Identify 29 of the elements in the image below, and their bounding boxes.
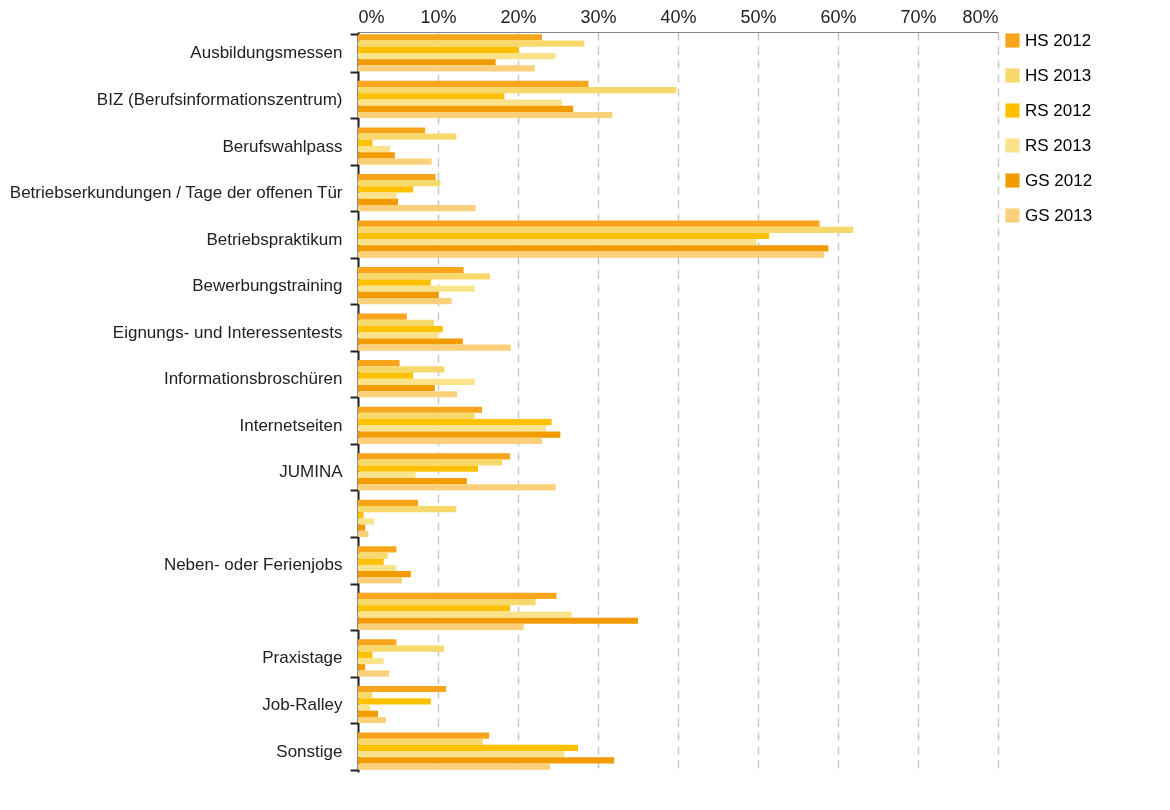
y-tick-label: Job-Ralley: [262, 695, 343, 715]
legend-label: RS 2013: [1025, 135, 1092, 155]
x-tick-label: 0%: [358, 6, 385, 27]
y-tick-label: Betriebserkundungen / Tage der offenen Tür: [9, 183, 343, 203]
x-tick-label: 20%: [500, 6, 537, 27]
y-tick-label: Berufswahlpass: [222, 136, 343, 156]
y-tick-label: JUMINA: [279, 462, 344, 482]
y-tick-label: Bewerbungstraining: [192, 276, 343, 296]
x-tick-label: 10%: [420, 6, 457, 27]
x-tick-label: 60%: [820, 6, 857, 27]
legend-label: HS 2012: [1025, 30, 1092, 50]
x-tick-label: 80%: [962, 6, 999, 27]
y-tick-label: Praxistage: [262, 648, 343, 668]
y-tick-label: Eignungs- und Interessentests: [112, 322, 343, 342]
x-tick-label: 30%: [580, 6, 617, 27]
y-tick-label: BIZ (Berufsinformationszentrum): [96, 89, 343, 109]
x-tick-label: 70%: [900, 6, 937, 27]
y-tick-label: Internetseiten: [239, 415, 343, 435]
legend-label: HS 2013: [1025, 65, 1092, 85]
y-tick-label: Betriebspraktikum: [206, 229, 343, 249]
y-tick-label: Neben- oder Ferienjobs: [163, 555, 343, 575]
legend-label: GS 2013: [1025, 205, 1093, 225]
y-tick-label: Sonstige: [276, 741, 343, 761]
y-tick-label: Ausbildungsmessen: [190, 43, 343, 63]
x-tick-label: 40%: [660, 6, 697, 27]
y-tick-label: Informationsbroschüren: [163, 369, 343, 389]
legend-label: GS 2012: [1025, 170, 1093, 190]
legend-label: RS 2012: [1025, 100, 1092, 120]
x-tick-label: 50%: [740, 6, 777, 27]
